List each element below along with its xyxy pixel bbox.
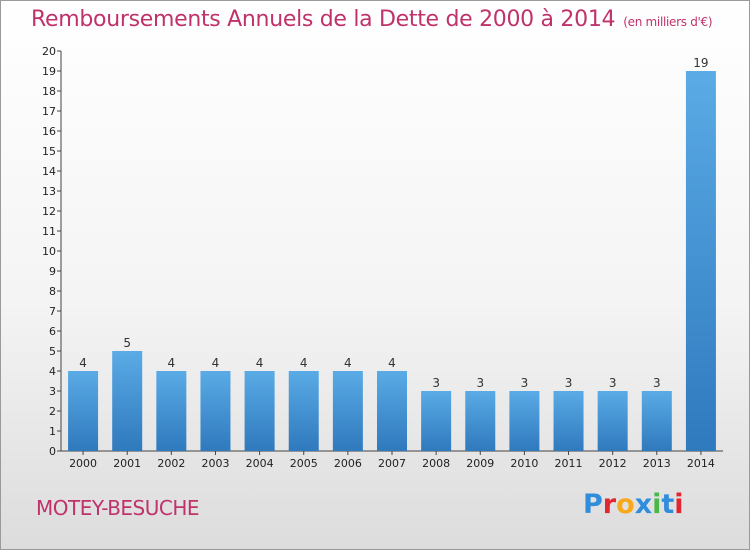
y-tick-label: 4 (49, 365, 56, 378)
bar-value-label: 5 (123, 336, 131, 350)
x-tick-label: 2008 (422, 457, 450, 470)
y-tick-label: 20 (42, 45, 56, 58)
x-tick-label: 2007 (378, 457, 406, 470)
bar-value-label: 4 (300, 356, 308, 370)
x-tick-label: 2001 (113, 457, 141, 470)
x-tick-label: 2005 (290, 457, 318, 470)
bar-2014 (685, 71, 716, 451)
x-tick-label: 2000 (69, 457, 97, 470)
chart-unit: (en milliers d'€) (623, 15, 713, 29)
bar-2012 (597, 391, 628, 451)
y-tick-label: 5 (49, 345, 56, 358)
y-tick-label: 0 (49, 445, 56, 458)
bar-layer (68, 71, 716, 451)
bar-2004 (244, 371, 275, 451)
bar-2006 (332, 371, 363, 451)
y-tick-label: 10 (42, 245, 56, 258)
bar-value-label: 4 (168, 356, 176, 370)
bar-value-label: 19 (693, 56, 708, 70)
y-tick-label: 19 (42, 65, 56, 78)
bar-2000 (68, 371, 99, 451)
y-tick-label: 17 (42, 105, 56, 118)
y-tick-label: 8 (49, 285, 56, 298)
bar-value-label: 3 (565, 376, 573, 390)
x-tick-label: 2011 (555, 457, 583, 470)
logo-letter: t (661, 489, 675, 520)
logo-letter: i (674, 489, 684, 520)
x-tick-label: 2009 (466, 457, 494, 470)
bar-value-label: 4 (79, 356, 87, 370)
proxiti-logo[interactable]: Proxiti (583, 489, 684, 520)
y-tick-label: 7 (49, 305, 56, 318)
x-tick-label: 2014 (687, 457, 715, 470)
bar-value-label: 3 (609, 376, 617, 390)
logo-letter: o (616, 489, 635, 520)
x-tick-label: 2010 (510, 457, 538, 470)
logo-letter: r (602, 489, 617, 520)
y-tick-label: 14 (42, 165, 56, 178)
bar-2013 (641, 391, 672, 451)
y-tick-label: 11 (42, 225, 56, 238)
y-tick-label: 2 (49, 405, 56, 418)
bar-value-label: 4 (388, 356, 396, 370)
bar-value-label: 3 (521, 376, 529, 390)
bar-2007 (377, 371, 407, 451)
chart-title: Remboursements Annuels de la Dette de 20… (31, 7, 713, 32)
bar-value-label: 3 (653, 376, 661, 390)
x-tick-label: 2006 (334, 457, 362, 470)
commune-name: MOTEY-BESUCHE (36, 496, 200, 520)
x-tick-label: 2012 (599, 457, 627, 470)
bar-2003 (200, 371, 231, 451)
y-tick-label: 1 (49, 425, 56, 438)
bar-value-label: 4 (212, 356, 220, 370)
logo-letter: x (634, 489, 653, 520)
x-tick-label: 2013 (643, 457, 671, 470)
x-tick-label: 2003 (201, 457, 229, 470)
bar-value-label: 3 (432, 376, 440, 390)
y-tick-label: 13 (42, 185, 56, 198)
x-tick-label: 2002 (157, 457, 185, 470)
bar-2011 (553, 391, 584, 451)
y-tick-label: 9 (49, 265, 56, 278)
bar-2008 (421, 391, 452, 451)
y-tick-label: 18 (42, 85, 56, 98)
bar-value-label: 4 (344, 356, 352, 370)
y-tick-label: 16 (42, 125, 56, 138)
x-tick-label: 2004 (246, 457, 274, 470)
bar-2005 (288, 371, 319, 451)
y-tick-label: 3 (49, 385, 56, 398)
y-tick-label: 15 (42, 145, 56, 158)
label-layer: 4 5 4 4 4 4 4 4 3 3 3 3 3 3 19 (79, 56, 708, 390)
logo-letter: i (652, 489, 662, 520)
bar-2001 (112, 351, 143, 451)
bar-2009 (465, 391, 496, 451)
bar-value-label: 3 (476, 376, 484, 390)
bar-2002 (156, 371, 187, 451)
chart-title-text: Remboursements Annuels de la Dette de 20… (31, 7, 616, 32)
bar-value-label: 4 (256, 356, 264, 370)
y-tick-label: 6 (49, 325, 56, 338)
logo-letter: P (583, 489, 603, 520)
y-tick-label: 12 (42, 205, 56, 218)
bar-2010 (509, 391, 540, 451)
